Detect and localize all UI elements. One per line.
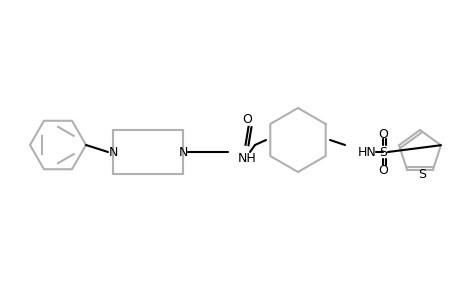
Text: O: O — [377, 164, 387, 176]
Text: N: N — [178, 146, 187, 158]
Text: HN: HN — [357, 146, 376, 158]
Text: O: O — [241, 112, 252, 125]
Text: N: N — [108, 146, 118, 158]
Text: S: S — [378, 146, 386, 158]
Text: NH: NH — [237, 152, 256, 164]
Text: O: O — [377, 128, 387, 140]
Text: S: S — [417, 167, 425, 181]
